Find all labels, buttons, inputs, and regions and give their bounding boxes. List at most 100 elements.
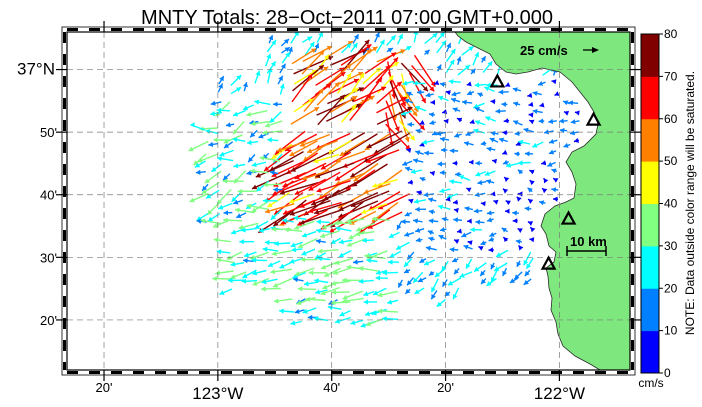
current-vector — [404, 166, 413, 172]
current-vector — [349, 46, 378, 66]
current-vector — [397, 279, 403, 288]
current-vector — [299, 133, 330, 147]
current-vector — [512, 218, 518, 224]
current-vector — [423, 259, 436, 266]
current-vector — [547, 161, 556, 167]
current-vector — [315, 67, 345, 86]
current-vector — [366, 258, 378, 264]
colorbar-segment — [641, 34, 659, 77]
current-vector — [264, 239, 278, 246]
current-vector — [413, 54, 436, 87]
current-vector — [456, 56, 462, 65]
current-vector — [406, 277, 415, 286]
current-vector — [218, 75, 225, 85]
current-vector — [233, 163, 246, 169]
plot-frame — [66, 31, 631, 371]
current-vector — [240, 227, 257, 233]
current-vector — [477, 180, 487, 186]
current-vector — [302, 45, 333, 63]
current-vector — [413, 198, 427, 204]
current-vector — [251, 170, 291, 190]
current-vector — [372, 287, 387, 296]
current-vector — [225, 122, 235, 128]
current-vector — [308, 270, 327, 276]
current-vector — [543, 177, 549, 184]
current-vector — [480, 55, 487, 63]
current-vector — [453, 207, 459, 213]
current-vector — [452, 199, 458, 205]
current-vector — [503, 118, 510, 124]
current-vector — [513, 101, 521, 107]
current-vector — [463, 141, 474, 147]
current-vector — [424, 49, 431, 56]
frame-ticks — [56, 21, 641, 381]
colorbar-tick-label: 30 — [664, 239, 678, 253]
current-vector — [339, 309, 351, 317]
current-vector — [281, 51, 291, 64]
current-vector — [314, 43, 320, 53]
current-vector — [294, 267, 315, 276]
current-vector — [316, 180, 351, 193]
current-vector — [458, 175, 471, 181]
current-vector — [217, 202, 233, 210]
current-vector — [493, 199, 499, 205]
current-vector — [428, 270, 435, 277]
current-vector — [438, 234, 447, 240]
colorbar-segment — [641, 161, 659, 204]
current-vector — [330, 300, 351, 306]
current-vector — [291, 247, 303, 253]
current-vector — [452, 107, 461, 113]
current-vector — [231, 190, 243, 203]
current-vector — [527, 221, 534, 226]
current-vector — [212, 276, 233, 282]
lat-label: 20' — [40, 313, 57, 328]
current-vector — [562, 100, 570, 106]
colorbar-tick-label: 10 — [664, 324, 678, 338]
current-vector — [524, 151, 534, 157]
current-vector — [290, 32, 299, 44]
current-vector — [473, 208, 483, 214]
current-vector — [341, 104, 357, 123]
current-vector — [217, 83, 224, 93]
current-vector — [363, 290, 375, 297]
lat-label: 30' — [40, 250, 57, 265]
current-vector — [334, 220, 353, 226]
current-vector — [428, 218, 439, 224]
current-vector — [491, 158, 497, 164]
current-vector — [502, 267, 508, 277]
current-vector — [264, 120, 283, 128]
current-vector — [416, 89, 425, 95]
radar-site-icon — [540, 255, 557, 270]
current-vector — [355, 222, 376, 232]
current-vector — [445, 59, 455, 74]
current-vector — [313, 278, 329, 284]
current-vector — [238, 222, 259, 230]
current-vector — [563, 110, 570, 116]
graticule — [67, 32, 630, 370]
current-vector — [428, 112, 436, 118]
current-vector — [513, 271, 523, 280]
current-vector — [388, 231, 400, 239]
lon-label: 20' — [96, 380, 113, 395]
current-vector — [470, 68, 476, 75]
current-vector — [548, 149, 557, 155]
current-vector — [201, 183, 209, 192]
current-vector — [200, 218, 221, 225]
current-vector — [375, 39, 386, 54]
current-vector — [446, 193, 458, 199]
current-vector — [319, 230, 340, 239]
scale-arrow-icon — [583, 47, 599, 53]
current-vector — [195, 169, 206, 175]
current-vector — [271, 250, 292, 257]
current-vector — [395, 241, 410, 251]
current-vector — [414, 287, 425, 295]
current-vector — [329, 95, 358, 114]
current-vector — [297, 286, 317, 292]
current-vector — [554, 91, 560, 97]
current-vector — [436, 64, 442, 72]
current-vector — [529, 119, 535, 125]
current-vector — [404, 231, 415, 237]
current-vector — [294, 308, 305, 314]
current-vector — [570, 119, 580, 125]
